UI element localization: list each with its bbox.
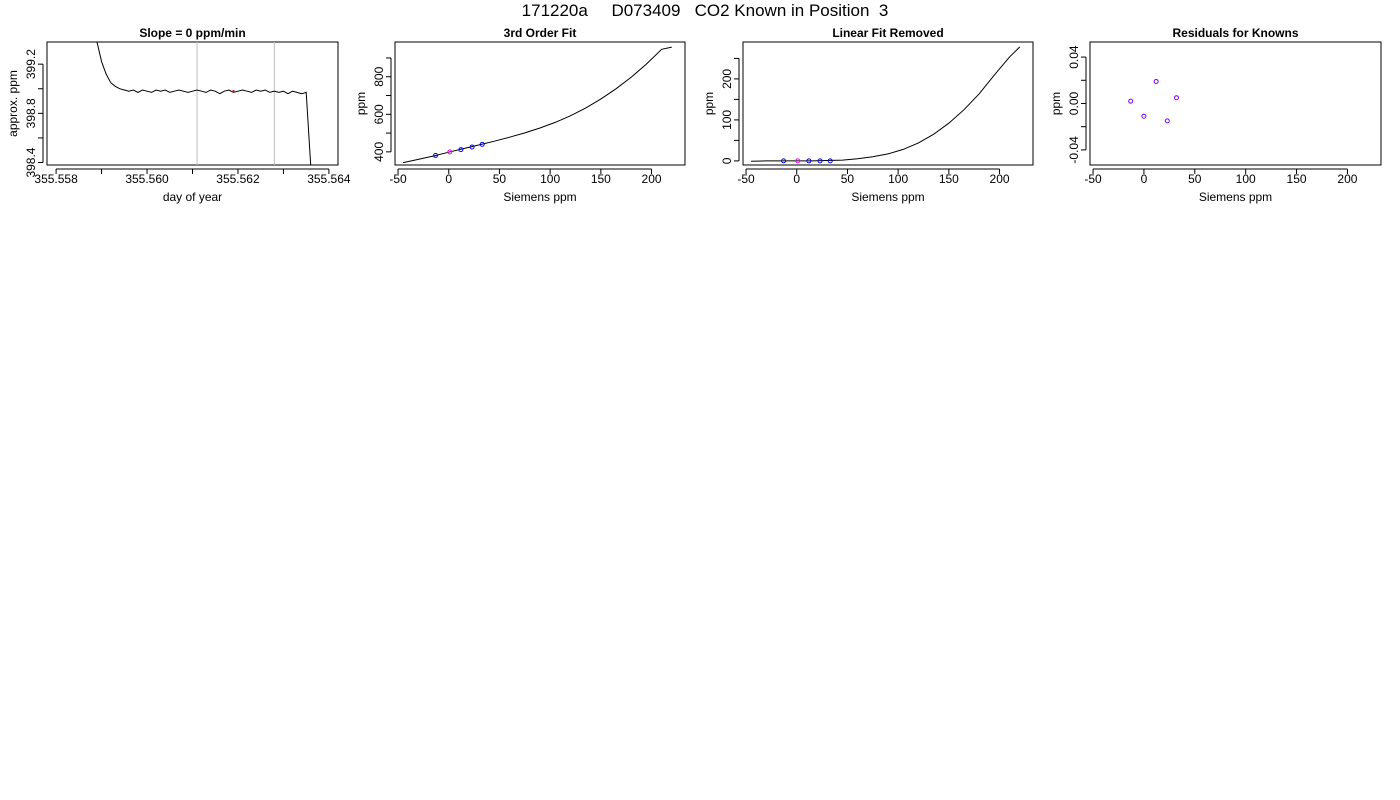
x-tick-label: 200 (642, 172, 662, 186)
highlight-point (232, 90, 235, 93)
y-tick-label: 100 (720, 110, 734, 130)
plot-area (96, 42, 312, 165)
plot-area (1128, 78, 1179, 124)
x-tick-label: 50 (493, 172, 507, 186)
x-tick-label: 200 (990, 172, 1010, 186)
chart-panel-fit3: 3rd Order Fit Siemens ppm ppm -50 0 50 100 150 2… (354, 26, 686, 204)
y-tick-label: 398.8 (24, 98, 38, 128)
data-point (806, 158, 812, 164)
chart-panel-residuals: Residuals for Knowns Siemens ppm ppm -50 0 50… (1049, 26, 1382, 204)
x-tick-label: 0 (793, 172, 800, 186)
x-tick-label: 355.564 (307, 172, 351, 186)
x-tick-label: -50 (1084, 172, 1102, 186)
y-axis-label: approx. ppm (6, 70, 20, 137)
x-tick-label: 150 (591, 172, 611, 186)
chart-title: Slope = 0 ppm/min (139, 26, 245, 40)
x-tick-label: 150 (1287, 172, 1307, 186)
x-tick-label: 100 (888, 172, 908, 186)
plot-area (751, 46, 1021, 164)
y-axis-label: ppm (1049, 92, 1063, 115)
x-axis-label: Siemens ppm (851, 190, 924, 204)
chart-title: Linear Fit Removed (832, 26, 943, 40)
y-axis-label: ppm (702, 92, 716, 115)
fit-curve (751, 46, 1021, 162)
series-line (96, 42, 312, 165)
plot-frame (742, 41, 1034, 166)
chart-panel-timeseries: Slope = 0 ppm/min day of year approx. ppm 3… (6, 26, 351, 204)
data-point (1153, 78, 1159, 84)
plot-area (402, 46, 672, 164)
x-tick-label: -50 (737, 172, 755, 186)
x-tick-label: 50 (841, 172, 855, 186)
x-axis-label: day of year (163, 190, 222, 204)
page-title: 171220a D073409 CO2 Known in Position 3 (521, 1, 889, 20)
x-tick-label: 0 (1141, 172, 1148, 186)
y-tick-label: 600 (372, 104, 386, 124)
data-point (469, 144, 475, 150)
x-tick-label: 0 (445, 172, 452, 186)
x-tick-label: 150 (939, 172, 959, 186)
y-tick-label: 399.2 (24, 49, 38, 79)
data-point (1173, 95, 1179, 101)
chart-title: 3rd Order Fit (504, 26, 577, 40)
y-tick-label: 0.04 (1067, 45, 1081, 69)
data-point (433, 152, 439, 158)
x-tick-label: 50 (1188, 172, 1202, 186)
chart-title: Residuals for Knowns (1172, 26, 1298, 40)
y-tick-label: -0.04 (1067, 136, 1081, 164)
data-point (817, 158, 823, 164)
x-tick-label: 100 (540, 172, 560, 186)
y-tick-label: 0 (720, 157, 734, 164)
x-tick-label: 200 (1337, 172, 1357, 186)
x-tick-label: 100 (1236, 172, 1256, 186)
chart-panel-linremoved: Linear Fit Removed Siemens ppm ppm -50 0 50 10… (702, 26, 1034, 204)
y-axis-label: ppm (354, 92, 368, 115)
x-tick-label: -50 (389, 172, 407, 186)
plot-frame (394, 41, 686, 166)
data-point (795, 158, 801, 164)
data-point (458, 147, 464, 153)
y-tick-label: 0.00 (1067, 91, 1081, 115)
y-tick-label: 200 (720, 69, 734, 89)
y-tick-label: 398.4 (24, 147, 38, 177)
plot-frame (46, 41, 339, 166)
y-tick-label: 800 (372, 66, 386, 86)
data-point (1128, 98, 1134, 104)
y-tick-label: 400 (372, 142, 386, 162)
data-point (1141, 113, 1147, 119)
x-tick-label: 355.558 (34, 172, 78, 186)
x-tick-label: 355.562 (216, 172, 260, 186)
data-point (479, 141, 485, 147)
plot-frame (1089, 41, 1382, 166)
x-axis-label: Siemens ppm (503, 190, 576, 204)
data-point (447, 149, 453, 155)
fit-curve (402, 46, 672, 164)
data-point (827, 158, 833, 164)
data-point (1164, 118, 1170, 124)
x-tick-label: 355.560 (125, 172, 169, 186)
data-point (781, 158, 787, 164)
x-axis-label: Siemens ppm (1199, 190, 1272, 204)
